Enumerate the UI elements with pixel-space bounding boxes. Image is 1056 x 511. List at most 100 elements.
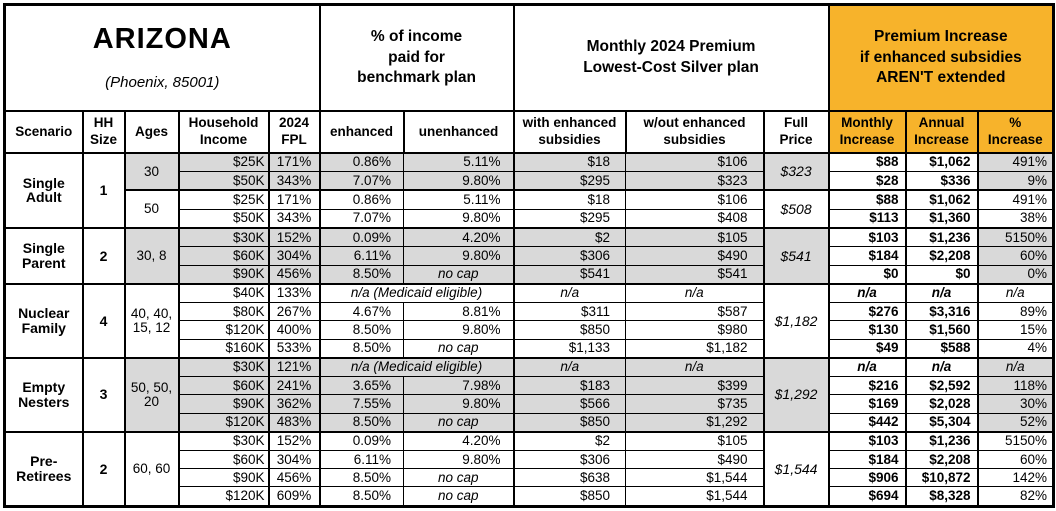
cell-unenhanced: 5.11% bbox=[403, 189, 515, 210]
table-row: $90K 362% 7.55% 9.80% $566 $735 $169 $2,028 30% bbox=[5, 394, 1055, 414]
cell-fpl: 133% bbox=[267, 282, 321, 304]
cell-pct-increase: 89% bbox=[976, 302, 1055, 322]
cell-monthly-increase: $169 bbox=[827, 394, 907, 414]
cell-full-price: $1,182 bbox=[762, 282, 830, 359]
cell-enhanced: 8.50% bbox=[318, 338, 405, 359]
cell-enhanced: 7.07% bbox=[318, 171, 405, 191]
cell-benchmark-note: n/a (Medicaid eligible) bbox=[318, 356, 515, 378]
cell-fpl: 171% bbox=[267, 151, 321, 173]
cell-without-subsidies: n/a bbox=[625, 282, 765, 304]
cell-without-subsidies: $490 bbox=[625, 450, 765, 470]
cell-with-subsidies: $311 bbox=[512, 302, 627, 322]
col-header-hh-size: HH Size bbox=[81, 109, 126, 154]
cell-with-subsidies: $306 bbox=[512, 450, 627, 470]
cell-annual-increase: $3,316 bbox=[904, 302, 979, 322]
state-subtitle: (Phoenix, 85001) bbox=[105, 73, 220, 91]
cell-enhanced: 0.86% bbox=[318, 151, 405, 173]
cell-monthly-increase: $216 bbox=[827, 376, 907, 396]
table-row: Pre- Retirees 2 60, 60 $30K 152% 0.09% 4.20% $2… bbox=[4, 430, 1055, 507]
cell-enhanced: 0.86% bbox=[318, 189, 405, 210]
cell-pct-increase: 491% bbox=[976, 151, 1055, 173]
cell-with-subsidies: $850 bbox=[512, 320, 627, 340]
cell-without-subsidies: $1,544 bbox=[625, 468, 765, 488]
cell-enhanced: 7.07% bbox=[318, 208, 405, 229]
cell-with-subsidies: $183 bbox=[512, 376, 627, 396]
table-row: Single Adult 1 30 $25K 171% 0.86% 5.11% $18 $106… bbox=[4, 151, 1055, 229]
table-row: $60K 304% 6.11% 9.80% $306 $490 $184 $2,208 60% bbox=[5, 246, 1055, 266]
cell-enhanced: 8.50% bbox=[318, 264, 405, 285]
cell-monthly-increase: $0 bbox=[827, 264, 907, 285]
cell-fpl: 483% bbox=[267, 412, 321, 433]
cell-ages: 30, 8 bbox=[123, 227, 179, 285]
table-row: Single Parent 2 30, 8 $30K 152% 0.09% 4.20% $2 $… bbox=[4, 227, 1055, 285]
cell-annual-increase: $5,304 bbox=[904, 412, 979, 433]
cell-hh-size: 3 bbox=[81, 356, 125, 433]
cell-without-subsidies: n/a bbox=[625, 356, 765, 378]
cell-monthly-increase: $88 bbox=[827, 189, 907, 210]
cell-pct-increase: 5150% bbox=[976, 430, 1055, 452]
cell-enhanced: 8.50% bbox=[318, 412, 405, 433]
table-title: ARIZONA (Phoenix, 85001) bbox=[3, 3, 321, 112]
table-row: $120K 609% 8.50% no cap $850 $1,544 $694 $8,328… bbox=[5, 486, 1055, 507]
cell-income: $90K bbox=[177, 468, 269, 488]
cell-fpl: 152% bbox=[267, 227, 321, 248]
cell-pct-increase: 9% bbox=[976, 171, 1055, 191]
cell-unenhanced: no cap bbox=[403, 468, 515, 488]
cell-income: $50K bbox=[177, 208, 269, 229]
cell-without-subsidies: $541 bbox=[625, 264, 765, 285]
cell-fpl: 609% bbox=[267, 486, 321, 507]
cell-full-price: $323 bbox=[762, 151, 830, 191]
cell-enhanced: 6.11% bbox=[318, 246, 405, 266]
cell-income: $90K bbox=[177, 264, 269, 285]
cell-with-subsidies: $2 bbox=[512, 227, 627, 248]
cell-monthly-increase: n/a bbox=[827, 356, 907, 378]
col-header-monthly-increase: Monthly Increase bbox=[827, 109, 907, 154]
cell-monthly-increase: $88 bbox=[827, 151, 907, 173]
cell-without-subsidies: $1,292 bbox=[625, 412, 765, 433]
cell-unenhanced: 4.20% bbox=[403, 227, 515, 248]
cell-without-subsidies: $105 bbox=[625, 227, 765, 248]
cell-unenhanced: 4.20% bbox=[403, 430, 515, 452]
cell-pct-increase: 5150% bbox=[976, 227, 1055, 248]
cell-income: $160K bbox=[177, 338, 269, 359]
cell-annual-increase: $1,360 bbox=[904, 208, 979, 229]
cell-pct-increase: 60% bbox=[976, 246, 1055, 266]
cell-annual-increase: $1,062 bbox=[904, 189, 979, 210]
cell-fpl: 456% bbox=[267, 468, 321, 488]
cell-without-subsidies: $106 bbox=[625, 151, 765, 173]
premium-comparison-table: ARIZONA (Phoenix, 85001) % of income pai… bbox=[3, 3, 1056, 508]
table-row: $60K 241% 3.65% 7.98% $183 $399 $216 $2,592 118% bbox=[5, 376, 1055, 396]
cell-enhanced: 8.50% bbox=[318, 320, 405, 340]
cell-income: $25K bbox=[177, 151, 269, 173]
table-row: $160K 533% 8.50% no cap $1,133 $1,182 $49 $588 4… bbox=[5, 338, 1055, 359]
col-header-ages: Ages bbox=[123, 109, 180, 154]
cell-monthly-increase: $103 bbox=[827, 430, 907, 452]
col-header-without-subsidies: w/out enhanced subsidies bbox=[624, 109, 765, 154]
cell-monthly-increase: $113 bbox=[827, 208, 907, 229]
col-header-income: Household Income bbox=[177, 109, 270, 154]
cell-full-price: $1,292 bbox=[762, 356, 830, 433]
cell-without-subsidies: $980 bbox=[625, 320, 765, 340]
cell-enhanced: 0.09% bbox=[318, 430, 405, 452]
cell-unenhanced: 9.80% bbox=[403, 246, 515, 266]
cell-pct-increase: 118% bbox=[976, 376, 1055, 396]
cell-pct-increase: 82% bbox=[976, 486, 1055, 507]
cell-pct-increase: 60% bbox=[976, 450, 1055, 470]
cell-hh-size: 2 bbox=[81, 430, 125, 507]
cell-with-subsidies: $1,133 bbox=[512, 338, 627, 359]
table-row: Empty Nesters 3 50, 50, 20 $30K 121% n/a (Med… bbox=[4, 356, 1055, 433]
col-header-unenhanced: unenhanced bbox=[402, 109, 515, 154]
cell-unenhanced: no cap bbox=[403, 486, 515, 507]
cell-with-subsidies: $18 bbox=[512, 151, 627, 173]
cell-unenhanced: 9.80% bbox=[403, 208, 515, 229]
cell-with-subsidies: $638 bbox=[512, 468, 627, 488]
group-premium-increase: Premium Increase if enhanced subsidies A… bbox=[827, 3, 1055, 112]
column-header-row: Scenario HH Size Ages Household Income 2… bbox=[3, 109, 1055, 154]
cell-unenhanced: 8.81% bbox=[403, 302, 515, 322]
cell-pct-increase: n/a bbox=[976, 282, 1055, 304]
cell-fpl: 152% bbox=[267, 430, 321, 452]
cell-hh-size: 4 bbox=[81, 282, 125, 359]
cell-monthly-increase: $276 bbox=[827, 302, 907, 322]
cell-fpl: 533% bbox=[267, 338, 321, 359]
cell-income: $30K bbox=[177, 430, 269, 452]
